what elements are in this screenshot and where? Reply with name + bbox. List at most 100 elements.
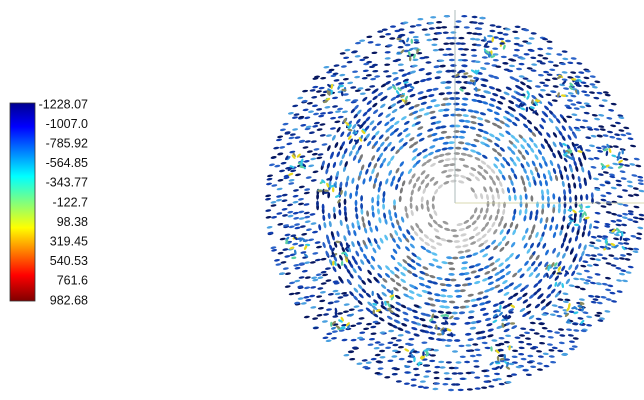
glyph [327,145,331,152]
glyph [559,62,566,66]
glyph [562,117,567,123]
glyph [547,101,553,107]
glyph [361,120,367,126]
glyph [452,135,459,139]
glyph [419,270,426,275]
glyph [355,190,358,197]
glyph [458,119,466,123]
glyph [334,292,341,296]
glyph [470,321,477,325]
glyph [282,122,289,126]
glyph [284,233,291,237]
glyph [463,299,471,303]
glyph [291,256,297,260]
glyph [546,132,551,138]
glyph [566,174,570,181]
glyph [604,245,609,250]
glyph [474,275,481,279]
glyph [369,337,375,341]
glyph [361,216,365,223]
glyph [453,317,460,320]
glyph [384,63,391,66]
glyph [382,95,388,100]
glyph [406,307,413,311]
colorbar-label: 98.38 [57,215,88,229]
glyph [498,169,503,175]
glyph [304,116,311,120]
glyph [385,113,391,118]
glyph [291,116,298,119]
glyph [495,65,502,68]
glyph [446,256,453,260]
glyph [530,195,534,202]
glyph [337,107,343,111]
glyph [465,225,472,229]
glyph [395,339,402,342]
glyph [577,145,582,149]
glyph [414,121,421,126]
glyph [510,107,516,112]
glyph [528,137,534,143]
glyph [436,70,443,74]
glyph [418,108,425,112]
glyph [472,252,479,256]
glyph [344,255,349,260]
glyph [544,179,548,187]
glyph [449,163,456,167]
glyph [464,142,472,146]
glyph [561,265,566,272]
glyph [514,138,520,143]
glyph [432,87,439,91]
glyph [531,160,536,167]
glyph [518,102,523,108]
glyph [343,205,347,213]
glyph [574,264,579,271]
glyph [402,259,408,264]
glyph [536,201,539,208]
glyph [362,365,369,369]
glyph [335,240,341,244]
glyph [310,222,317,225]
glyph [520,327,527,330]
glyph [578,71,585,74]
glyph [403,318,410,322]
glyph [381,28,388,31]
glyph [338,201,341,209]
glyph [540,299,546,304]
glyph [304,140,311,143]
glyph [486,200,490,208]
sphere-render [265,14,644,392]
glyph [288,182,295,185]
glyph [486,164,492,170]
colorbar-label: -785.92 [46,136,88,150]
glyph [447,168,454,172]
glyph [528,234,532,241]
glyph [499,95,506,100]
glyph [505,39,511,43]
glyph [559,229,563,236]
glyph [450,229,457,232]
glyph [501,187,505,195]
glyph [343,56,350,60]
glyph [434,76,441,80]
glyph [498,382,505,386]
glyph [417,185,422,192]
glyph [389,37,396,40]
glyph [422,351,425,357]
glyph [463,48,469,51]
glyph [564,313,570,317]
glyph [333,300,340,303]
glyph [422,266,429,270]
glyph [330,74,337,78]
glyph [596,235,603,238]
glyph [523,167,527,174]
glyph [495,175,500,181]
glyph [465,177,472,182]
glyph [558,341,565,345]
glyph [446,294,454,298]
glyph [344,48,351,52]
glyph [454,108,461,111]
glyph [530,56,537,60]
glyph [389,294,395,298]
glyph [339,159,343,166]
